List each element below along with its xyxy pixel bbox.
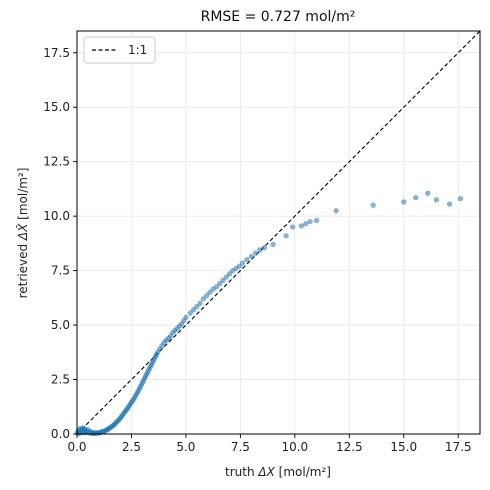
- y-tick-label-5: 12.5: [43, 155, 70, 169]
- data-points: [74, 190, 463, 437]
- x-tick-label-0: 0.0: [67, 440, 86, 454]
- data-point-126: [401, 199, 407, 205]
- data-point-113: [248, 253, 254, 260]
- x-tick-label-6: 15.0: [390, 440, 417, 454]
- data-point-101: [207, 289, 213, 296]
- x-tick-label-5: 12.5: [336, 440, 363, 454]
- data-point-115: [257, 247, 263, 253]
- data-point-99: [200, 296, 206, 302]
- x-axis-label-symbol: ΔX: [257, 465, 275, 479]
- data-point-114: [253, 250, 259, 256]
- x-axis-label-prefix: truth: [225, 465, 258, 479]
- data-point-104: [217, 281, 223, 287]
- y-tick-label-1: 2.5: [51, 373, 70, 387]
- y-axis-ticks: 0.0 2.5 5.0 7.5 10.0 12.5 15.0 17.5: [43, 46, 77, 441]
- data-point-96: [190, 307, 197, 313]
- data-point-117: [270, 241, 276, 248]
- data-point-106: [223, 274, 229, 280]
- y-tick-label-7: 17.5: [43, 46, 70, 60]
- x-axis-label: truth ΔX [mol/m²]: [225, 465, 331, 479]
- x-tick-label-1: 2.5: [122, 440, 141, 454]
- y-tick-label-3: 7.5: [51, 264, 70, 278]
- data-point-128: [425, 190, 431, 196]
- legend-box: [83, 36, 156, 64]
- reference-line-layer: [76, 30, 481, 435]
- reference-line-1to1: [76, 30, 481, 435]
- data-point-123: [314, 217, 320, 224]
- data-point-110: [236, 263, 242, 269]
- data-point-120: [298, 223, 304, 229]
- data-point-112: [244, 257, 250, 263]
- data-point-95: [187, 310, 193, 316]
- data-point-105: [220, 277, 226, 284]
- data-point-124: [333, 208, 339, 214]
- plot-frame: [76, 30, 481, 435]
- data-point-119: [290, 224, 296, 230]
- x-tick-label-2: 5.0: [176, 440, 195, 454]
- legend: 1:1: [83, 36, 156, 64]
- x-tick-label-4: 10.0: [281, 440, 308, 454]
- chart-title: RMSE = 0.727 mol/m²: [201, 9, 356, 25]
- data-point-98: [197, 300, 203, 306]
- data-point-127: [413, 195, 419, 201]
- data-point-111: [239, 260, 246, 266]
- legend-label-1to1: 1:1: [128, 43, 147, 57]
- data-point-116: [261, 245, 267, 251]
- x-axis-ticks: 0.0 2.5 5.0 7.5 10.0 12.5 15.0 17.5: [67, 434, 472, 454]
- x-tick-label-3: 7.5: [231, 440, 250, 454]
- data-point-122: [307, 219, 313, 225]
- x-axis-label-unit: [mol/m²]: [275, 465, 331, 479]
- y-tick-label-2: 5.0: [51, 318, 70, 332]
- data-point-130: [446, 201, 453, 207]
- y-tick-label-4: 10.0: [43, 209, 70, 223]
- x-tick-label-7: 17.5: [445, 440, 472, 454]
- data-point-97: [194, 303, 200, 310]
- y-axis-label-prefix: retrieved: [16, 240, 30, 298]
- data-point-125: [370, 202, 376, 208]
- y-tick-label-0: 0.0: [51, 427, 70, 441]
- y-axis-label-symbol: ΔX̂: [16, 223, 30, 241]
- data-point-100: [204, 293, 210, 299]
- grid-lines: [76, 31, 480, 435]
- data-point-107: [226, 271, 233, 277]
- y-axis-label: retrieved ΔX̂ [mol/m²]: [16, 168, 30, 299]
- data-point-131: [457, 196, 463, 202]
- data-point-103: [213, 284, 220, 290]
- data-point-94: [183, 314, 189, 321]
- data-point-121: [303, 221, 309, 227]
- y-tick-label-6: 15.0: [43, 100, 70, 114]
- y-axis-label-unit: [mol/m²]: [16, 168, 30, 224]
- data-point-118: [283, 233, 289, 239]
- data-point-129: [433, 197, 440, 203]
